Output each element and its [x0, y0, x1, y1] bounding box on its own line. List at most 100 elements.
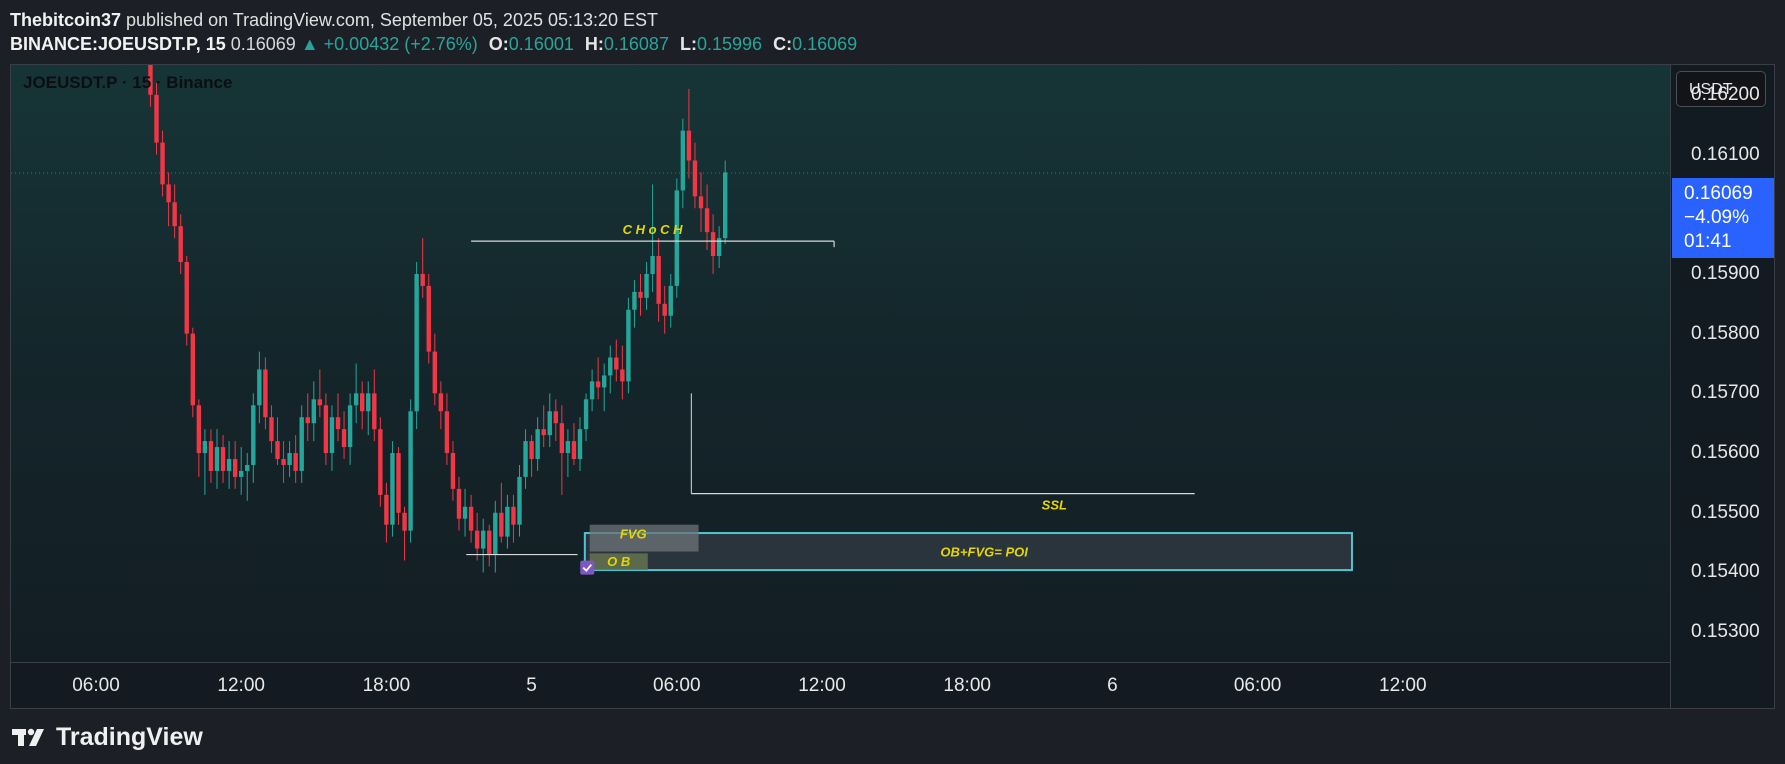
candle-body — [638, 291, 643, 298]
price-tick-label: 0.15700 — [1691, 382, 1760, 404]
candle-body — [559, 423, 565, 454]
ob-box — [589, 553, 648, 571]
footer-branding[interactable]: TradingView — [12, 722, 203, 752]
last-price-change: −4.09% — [1684, 207, 1749, 228]
ticker-change: ▲ +0.00432 (+2.76%) — [300, 34, 478, 54]
candle-body — [257, 369, 262, 406]
candle-body — [166, 184, 171, 203]
chart-legend: JOEUSDT.P · 15 · Binance — [23, 73, 233, 92]
candle-body — [444, 411, 450, 454]
candle-body — [226, 459, 232, 471]
price-plot[interactable]: C H o C H SSL OB+FVG= POI FVG O B — [11, 65, 1670, 662]
price-axis[interactable]: USDT 0.16069 −4.09% 01:41 0.16200 0.16100… — [1670, 65, 1774, 708]
candle-body — [148, 65, 153, 95]
time-tick-label: 18:00 — [362, 675, 411, 696]
candle-body — [710, 232, 716, 257]
candle-body — [396, 453, 401, 513]
footer-brand-text: TradingView — [56, 722, 203, 751]
low-value: 0.15996 — [696, 34, 763, 54]
high-key: H: — [584, 34, 604, 54]
high-value: 0.16087 — [603, 34, 669, 54]
candle-body — [668, 285, 673, 316]
candle-body — [602, 375, 607, 388]
candle-body — [698, 196, 704, 209]
candle-body — [384, 494, 389, 525]
ssl-label: SSL — [1042, 498, 1067, 513]
low-key: L: — [679, 34, 697, 54]
time-tick-label: 18:00 — [943, 675, 991, 696]
candle-body — [232, 459, 238, 477]
tradingview-logo-icon — [12, 728, 44, 746]
poi-zone-box — [583, 532, 1353, 572]
candle-body — [523, 441, 528, 477]
candle-body — [220, 447, 226, 471]
candle-body — [517, 476, 522, 525]
candle-body — [299, 417, 304, 471]
candle-body — [589, 381, 595, 400]
candle-body — [716, 238, 722, 257]
currency-button[interactable]: USDT — [1676, 71, 1766, 107]
candle-body — [674, 190, 679, 286]
candle-body — [456, 488, 462, 519]
candle-body — [360, 393, 365, 412]
time-tick-label: 06:00 — [72, 675, 120, 696]
candle-body — [487, 530, 492, 555]
candle-body — [178, 226, 183, 263]
time-tick-label: 6 — [1107, 675, 1118, 696]
candle-body — [335, 417, 341, 430]
candle-body — [323, 405, 329, 454]
price-tick-label: 0.15500 — [1691, 501, 1760, 523]
time-tick-label: 12:00 — [1379, 675, 1427, 696]
candle-body — [184, 262, 189, 334]
candle-body — [656, 256, 661, 304]
candle-body — [450, 453, 456, 489]
candle-body — [366, 393, 371, 412]
candle-body — [680, 130, 686, 191]
fvg-box — [589, 524, 699, 552]
candle-body — [541, 429, 546, 436]
candle-body — [251, 405, 256, 465]
candle-body — [438, 393, 444, 412]
ob-label: O B — [607, 554, 630, 569]
candle-body — [414, 273, 419, 412]
candle-body — [196, 405, 202, 454]
candle-body — [408, 411, 413, 531]
candle-body — [535, 429, 540, 460]
candle-body — [293, 453, 298, 471]
candle-body — [481, 530, 486, 549]
candle-body — [662, 303, 667, 316]
price-tick-label: 0.15300 — [1691, 621, 1760, 643]
bar-countdown: 01:41 — [1684, 231, 1732, 252]
candle-body — [474, 530, 480, 549]
last-price-label: 0.16069 −4.09% 01:41 — [1672, 178, 1774, 258]
candle-body — [317, 399, 323, 406]
candle-body — [160, 142, 165, 185]
open-key: O: — [488, 34, 509, 54]
time-tick-label: 12:00 — [217, 675, 265, 696]
candle-body — [565, 441, 571, 454]
time-tick-label: 06:00 — [653, 675, 701, 696]
candle-body — [239, 470, 244, 477]
poi-label: OB+FVG= POI — [940, 545, 1028, 560]
chart-panel[interactable]: C H o C H SSL OB+FVG= POI FVG O B JOEUSDT.P … — [10, 64, 1775, 709]
candle-body — [511, 506, 516, 525]
publish-header: Thebitcoin37 published on TradingView.co… — [10, 8, 658, 32]
candle-body — [190, 333, 195, 406]
fvg-label: FVG — [620, 527, 647, 542]
candle-body — [692, 160, 698, 197]
author-name[interactable]: Thebitcoin37 — [10, 10, 122, 30]
candle-body — [305, 417, 310, 424]
candle-body — [468, 506, 474, 531]
time-axis[interactable]: 06:00 12:00 18:00 5 06:00 12:00 18:00 6 06:00 12:… — [11, 662, 1670, 708]
candle-body — [583, 399, 589, 430]
candle-body — [577, 429, 583, 460]
price-tick-label: 0.15800 — [1691, 322, 1760, 344]
candle-body — [426, 285, 431, 352]
time-tick-label: 12:00 — [798, 675, 846, 696]
ticker-symbol: BINANCE:JOEUSDT.P, 15 — [10, 34, 226, 54]
candle-body — [704, 208, 710, 233]
candle-body — [341, 429, 347, 448]
close-key: C: — [773, 34, 793, 54]
price-tick-label: 0.15400 — [1691, 561, 1760, 583]
price-tick-label: 0.15900 — [1691, 262, 1760, 284]
